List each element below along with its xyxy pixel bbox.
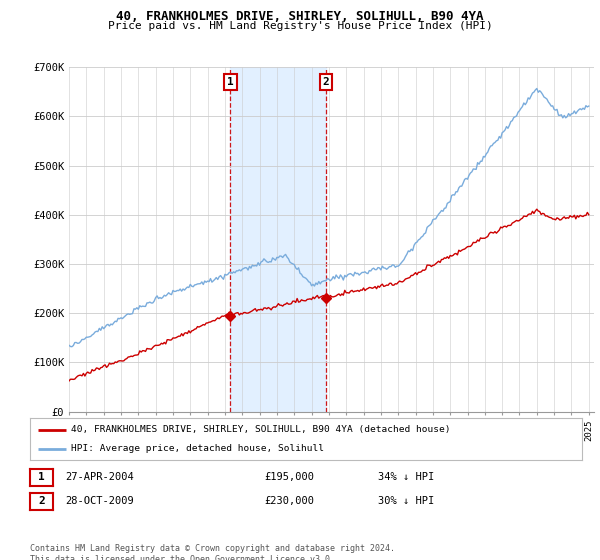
Text: 34% ↓ HPI: 34% ↓ HPI [378, 472, 434, 482]
Text: 1: 1 [227, 77, 234, 87]
Bar [230, 67, 326, 412]
Text: HPI: Average price, detached house, Solihull: HPI: Average price, detached house, Soli… [71, 445, 325, 454]
Text: 28-OCT-2009: 28-OCT-2009 [65, 496, 134, 506]
Text: Price paid vs. HM Land Registry's House Price Index (HPI): Price paid vs. HM Land Registry's House … [107, 21, 493, 31]
Text: 1: 1 [38, 472, 45, 482]
Text: £195,000: £195,000 [264, 472, 314, 482]
Text: £230,000: £230,000 [264, 496, 314, 506]
Text: 40, FRANKHOLMES DRIVE, SHIRLEY, SOLIHULL, B90 4YA (detached house): 40, FRANKHOLMES DRIVE, SHIRLEY, SOLIHULL… [71, 425, 451, 434]
Text: 2: 2 [38, 496, 45, 506]
Text: 27-APR-2004: 27-APR-2004 [65, 472, 134, 482]
Text: 40, FRANKHOLMES DRIVE, SHIRLEY, SOLIHULL, B90 4YA: 40, FRANKHOLMES DRIVE, SHIRLEY, SOLIHULL… [116, 10, 484, 23]
Text: Contains HM Land Registry data © Crown copyright and database right 2024.
This d: Contains HM Land Registry data © Crown c… [30, 544, 395, 560]
Text: 2: 2 [323, 77, 329, 87]
Text: 30% ↓ HPI: 30% ↓ HPI [378, 496, 434, 506]
